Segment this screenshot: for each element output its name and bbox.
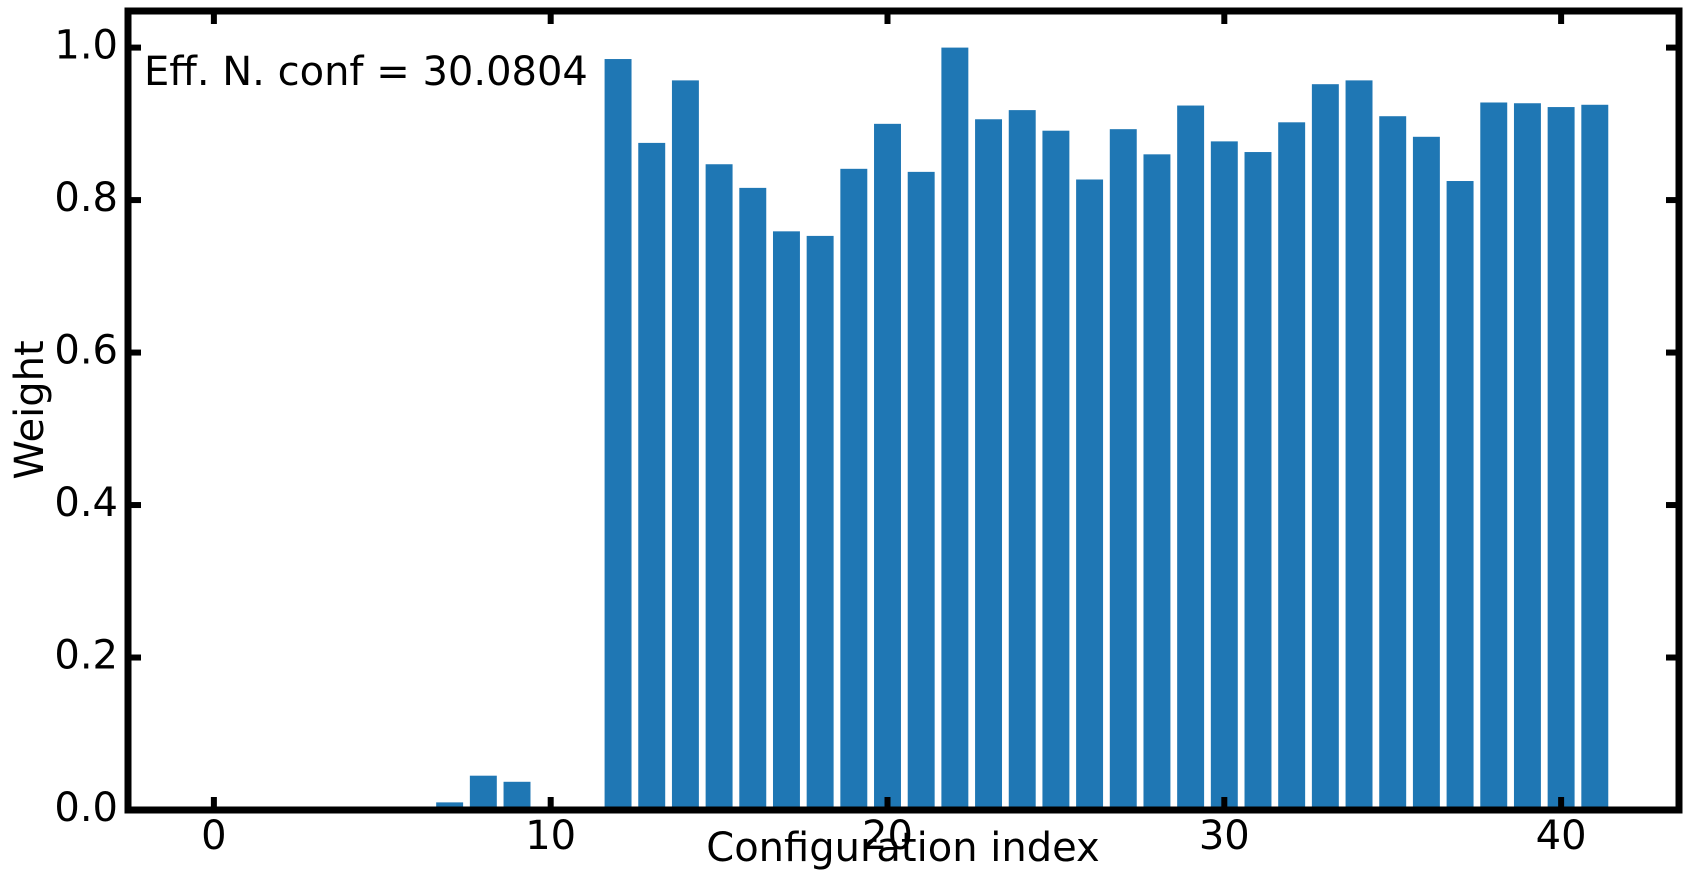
x-axis-label: Configuration index: [706, 825, 1099, 871]
bar: [1412, 136, 1440, 810]
bar: [705, 164, 733, 811]
bar: [907, 171, 935, 810]
y-axis-label: Weight: [7, 340, 53, 479]
y-tick-label: 0.8: [54, 175, 118, 221]
bar: [941, 47, 969, 811]
bar: [1109, 129, 1137, 810]
bar: [1210, 141, 1238, 810]
bar: [1008, 110, 1036, 810]
bar: [503, 781, 531, 810]
bar: [604, 59, 632, 810]
bar: [1547, 107, 1575, 810]
bar: [1446, 181, 1474, 810]
bar: [1480, 102, 1508, 811]
bar: [1042, 130, 1070, 811]
bar: [1581, 104, 1609, 811]
bar: [739, 187, 767, 810]
bar: [1143, 154, 1171, 811]
y-tick-label: 0.4: [54, 480, 118, 526]
bar: [874, 123, 901, 810]
bar: [975, 119, 1003, 810]
bar: [1513, 103, 1541, 810]
y-tick-label: 0.6: [54, 328, 118, 374]
annotation: Eff. N. conf = 30.0804: [144, 49, 588, 95]
x-tick-label: 40: [1536, 813, 1587, 859]
bar: [1345, 80, 1373, 811]
bar: [1244, 152, 1272, 810]
bar: [671, 80, 699, 811]
bar: [469, 775, 497, 810]
x-tick-label: 0: [201, 813, 226, 859]
bar: [1379, 116, 1407, 810]
y-tick-label: 0.2: [54, 633, 118, 679]
bar: [1311, 84, 1339, 810]
bar: [806, 235, 834, 810]
x-tick-label: 30: [1199, 813, 1250, 859]
bar: [1177, 105, 1205, 811]
bar: [1278, 122, 1306, 811]
bar: [1076, 179, 1104, 811]
y-tick-label: 1.0: [54, 23, 118, 69]
bar: [840, 168, 868, 810]
x-tick-label: 20: [862, 813, 913, 859]
bar: [638, 142, 666, 810]
bar: [772, 231, 800, 810]
bar: [436, 802, 464, 810]
x-tick-label: 10: [525, 813, 576, 859]
y-tick-label: 0.0: [54, 785, 118, 831]
plot-frame: [124, 7, 1683, 814]
